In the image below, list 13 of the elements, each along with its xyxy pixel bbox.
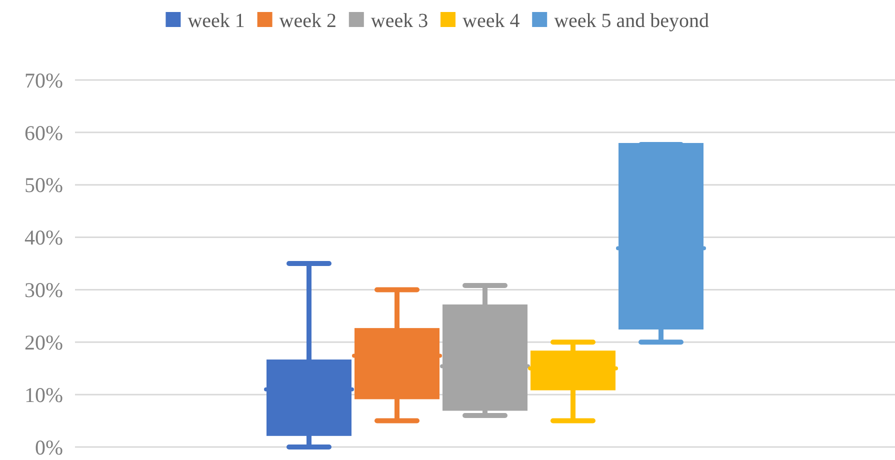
y-tick-label: 50% <box>24 173 63 198</box>
legend-label: week 2 <box>279 10 337 32</box>
y-tick-label: 60% <box>24 120 63 145</box>
y-tick-label: 40% <box>24 226 63 250</box>
y-tick-label: 70% <box>24 68 63 92</box>
y-tick-label: 10% <box>24 382 63 407</box>
y-tick-label: 30% <box>24 278 63 302</box>
y-tick-label: 20% <box>24 330 63 354</box>
legend-label: week 3 <box>370 10 428 32</box>
legend-label: week 4 <box>462 10 520 32</box>
legend-label: week 1 <box>188 10 245 32</box>
y-tick-label: 0% <box>35 435 63 460</box>
legend-label: week 5 and beyond <box>554 10 710 32</box>
